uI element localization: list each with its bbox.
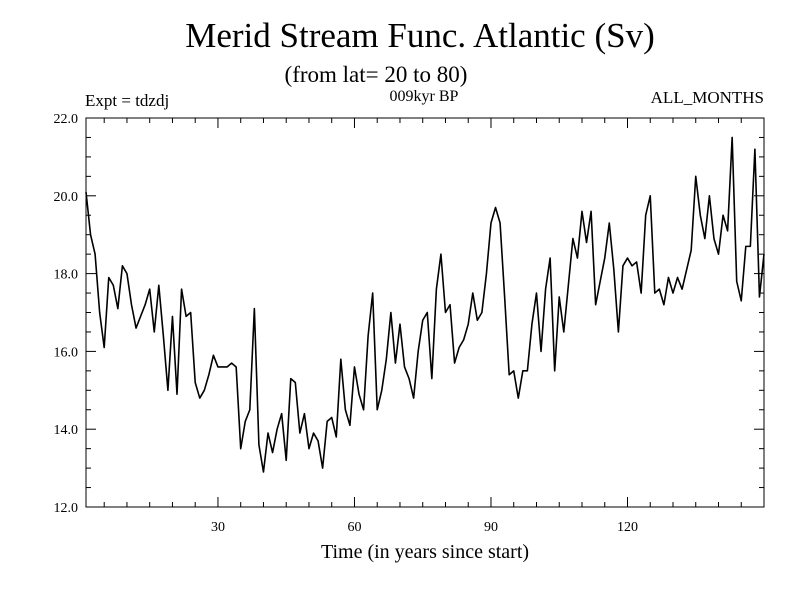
y-axis: 12.0 14.0 16.0 18.0 20.0 22.0 bbox=[54, 112, 764, 516]
y-tick-label: 22.0 bbox=[54, 112, 79, 127]
x-tick-label: 120 bbox=[617, 520, 638, 535]
y-tick-label: 18.0 bbox=[54, 268, 79, 283]
x-tick-label: 90 bbox=[484, 520, 498, 535]
chart-subtitle: (from lat= 20 to 80) bbox=[285, 62, 468, 87]
months-label: ALL_MONTHS bbox=[651, 88, 764, 107]
y-tick-label: 12.0 bbox=[54, 501, 79, 516]
y-tick-label: 20.0 bbox=[54, 190, 79, 205]
y-tick-label: 16.0 bbox=[54, 345, 79, 360]
y-tick-label: 14.0 bbox=[54, 423, 79, 438]
series-layer bbox=[85, 136, 765, 473]
experiment-label: Expt = tdzdj bbox=[85, 91, 169, 110]
period-label: 009kyr BP bbox=[390, 88, 459, 105]
x-axis-label: Time (in years since start) bbox=[321, 541, 529, 563]
series-line bbox=[85, 136, 765, 473]
x-axis: 30 60 90 120 bbox=[103, 118, 765, 535]
x-tick-label: 30 bbox=[211, 520, 225, 535]
chart-title: Merid Stream Func. Atlantic (Sv) bbox=[185, 16, 655, 55]
plot-frame bbox=[85, 117, 765, 508]
x-tick-label: 60 bbox=[347, 520, 361, 535]
